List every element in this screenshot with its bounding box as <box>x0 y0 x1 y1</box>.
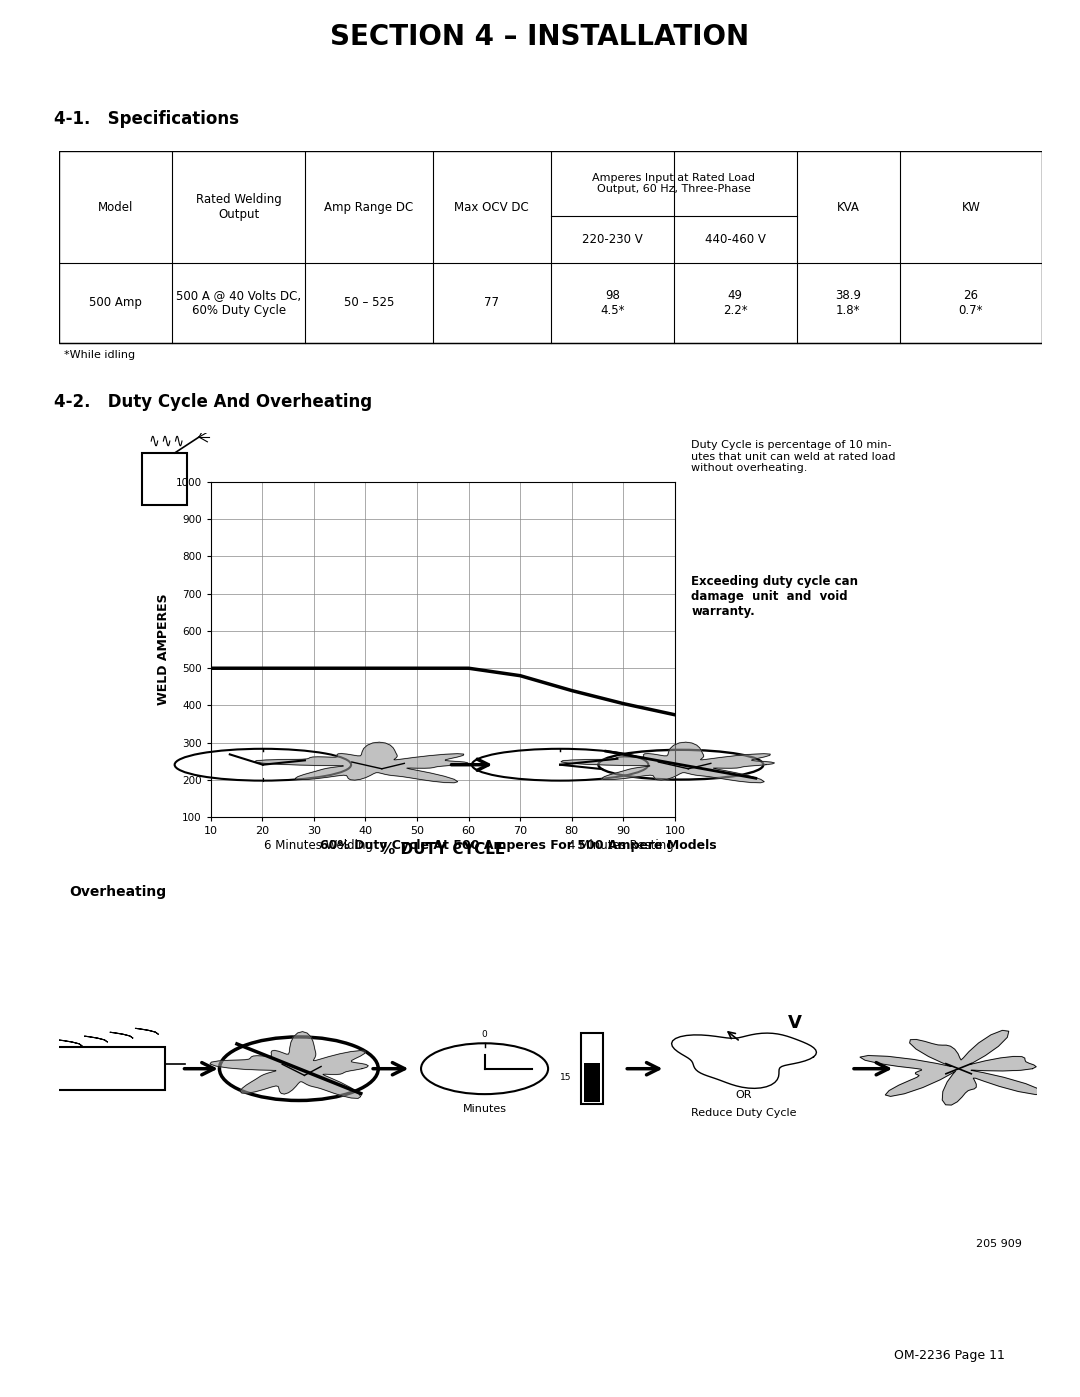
Text: 4 Minutes Resting: 4 Minutes Resting <box>568 838 673 852</box>
Polygon shape <box>561 742 774 782</box>
Text: 6 Minutes Welding: 6 Minutes Welding <box>265 838 373 852</box>
Text: Duty Cycle is percentage of 10 min-
utes that unit can weld at rated load
withou: Duty Cycle is percentage of 10 min- utes… <box>691 440 895 474</box>
Text: 0: 0 <box>482 1030 487 1039</box>
Bar <box>51 1048 165 1090</box>
Bar <box>584 1063 599 1102</box>
Polygon shape <box>210 1031 368 1098</box>
Text: 77: 77 <box>484 296 499 310</box>
Text: Model: Model <box>98 201 134 214</box>
Text: SECTION 4 – INSTALLATION: SECTION 4 – INSTALLATION <box>330 24 750 52</box>
Text: Overheating: Overheating <box>69 884 166 898</box>
Text: 15: 15 <box>559 1073 571 1083</box>
Y-axis label: WELD AMPERES: WELD AMPERES <box>157 594 170 705</box>
Text: 220-230 V: 220-230 V <box>582 233 643 246</box>
Polygon shape <box>860 1031 1044 1105</box>
Text: 500 Amp: 500 Amp <box>90 296 143 310</box>
Text: 26
0.7*: 26 0.7* <box>959 289 983 317</box>
Text: 205 909: 205 909 <box>976 1239 1022 1249</box>
Text: Minutes: Minutes <box>462 1105 507 1115</box>
Bar <box>143 453 187 504</box>
Text: *While idling: *While idling <box>65 351 135 360</box>
Text: 500 A @ 40 Volts DC,
60% Duty Cycle: 500 A @ 40 Volts DC, 60% Duty Cycle <box>176 289 301 317</box>
Text: 4-2.   Duty Cycle And Overheating: 4-2. Duty Cycle And Overheating <box>54 393 373 411</box>
Text: !: ! <box>91 453 106 485</box>
Text: V: V <box>787 1014 801 1031</box>
Text: OM-2236 Page 11: OM-2236 Page 11 <box>893 1348 1004 1362</box>
Text: Exceeding duty cycle can
damage  unit  and  void
warranty.: Exceeding duty cycle can damage unit and… <box>691 574 859 617</box>
Text: OR: OR <box>735 1090 752 1099</box>
Text: Max OCV DC: Max OCV DC <box>455 201 529 214</box>
Text: 38.9
1.8*: 38.9 1.8* <box>835 289 861 317</box>
Text: Amp Range DC: Amp Range DC <box>324 201 414 214</box>
Text: Amperes Input at Rated Load
Output, 60 Hz, Three-Phase: Amperes Input at Rated Load Output, 60 H… <box>592 173 755 194</box>
Text: 4-1.   Specifications: 4-1. Specifications <box>54 110 239 127</box>
Text: 98
4.5*: 98 4.5* <box>600 289 624 317</box>
Text: 60% Duty Cycle At 500 Amperes For 500 Ampere Models: 60% Duty Cycle At 500 Amperes For 500 Am… <box>320 838 717 852</box>
Text: 440-460 V: 440-460 V <box>704 233 766 246</box>
Text: 50 – 525: 50 – 525 <box>343 296 394 310</box>
Text: Rated Welding
Output: Rated Welding Output <box>195 193 282 221</box>
Polygon shape <box>255 742 468 782</box>
Text: KVA: KVA <box>837 201 860 214</box>
Bar <box>581 1034 603 1104</box>
Text: KW: KW <box>961 201 981 214</box>
Text: Reduce Duty Cycle: Reduce Duty Cycle <box>691 1108 796 1118</box>
Text: 49
2.2*: 49 2.2* <box>723 289 747 317</box>
Bar <box>59 151 1042 342</box>
X-axis label: % DUTY CYCLE: % DUTY CYCLE <box>380 842 505 856</box>
